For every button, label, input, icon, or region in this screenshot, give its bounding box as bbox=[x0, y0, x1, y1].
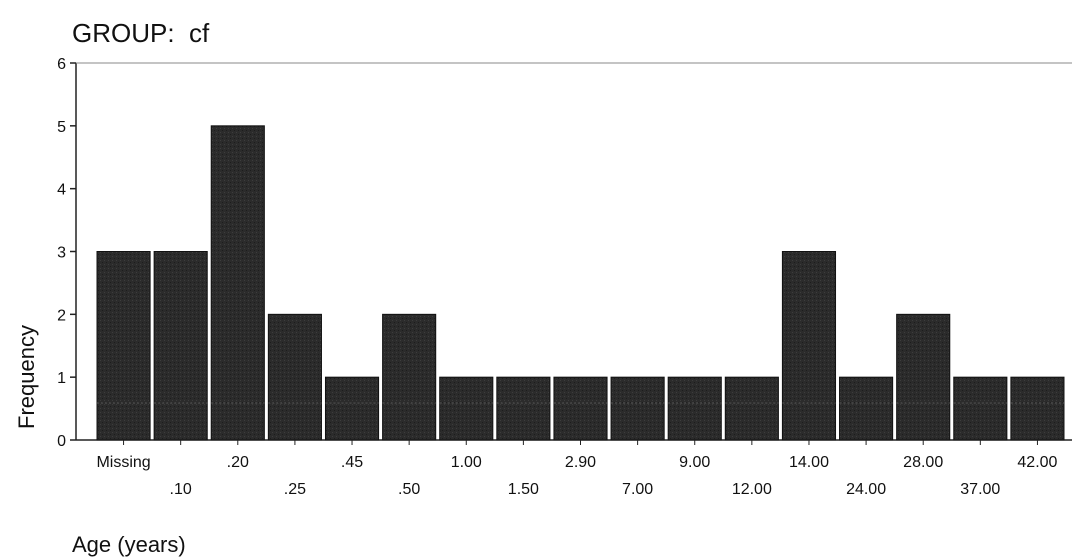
x-axis-label: Age (years) bbox=[72, 532, 186, 557]
y-tick-label: 4 bbox=[57, 182, 66, 199]
y-ticks: 0 1 2 3 4 5 6 bbox=[57, 56, 76, 450]
x-tick-label: 7.00 bbox=[622, 481, 653, 498]
bar bbox=[953, 376, 1008, 441]
bar bbox=[439, 376, 494, 441]
y-axis-label: Frequency bbox=[14, 325, 39, 429]
y-tick-label: 1 bbox=[57, 370, 66, 387]
x-tick-label: .10 bbox=[170, 481, 192, 498]
y-tick-label: 2 bbox=[57, 307, 66, 324]
bar bbox=[667, 376, 722, 441]
chart-title: GROUP: cf bbox=[72, 18, 210, 48]
x-tick-label: 1.00 bbox=[451, 454, 482, 471]
x-tick-label: 24.00 bbox=[846, 481, 886, 498]
bar bbox=[324, 376, 380, 441]
x-tick-label: 1.50 bbox=[508, 481, 539, 498]
y-tick-label: 6 bbox=[57, 56, 66, 73]
bar bbox=[724, 376, 779, 441]
x-tick-label: 12.00 bbox=[732, 481, 772, 498]
bar bbox=[839, 376, 894, 441]
bar bbox=[267, 313, 322, 441]
x-tick-label: 42.00 bbox=[1017, 454, 1057, 471]
x-tick-label: 14.00 bbox=[789, 454, 829, 471]
bar bbox=[382, 313, 437, 441]
x-tick-label: Missing bbox=[96, 454, 150, 471]
x-tick-label: 2.90 bbox=[565, 454, 596, 471]
x-tick-label: .25 bbox=[284, 481, 306, 498]
bars bbox=[96, 125, 1065, 441]
bar bbox=[1010, 376, 1065, 441]
y-tick-label: 0 bbox=[57, 433, 66, 450]
bar bbox=[210, 125, 265, 441]
x-ticks: Missing .10 .20 .25 .45 .50 1.00 1.50 2.90 7.00 9.… bbox=[96, 440, 1058, 498]
bar bbox=[781, 251, 837, 441]
bar bbox=[896, 313, 951, 441]
x-tick-label: 9.00 bbox=[679, 454, 710, 471]
y-tick-label: 3 bbox=[57, 245, 66, 262]
y-tick-label: 5 bbox=[57, 119, 66, 136]
bar bbox=[553, 376, 608, 441]
bar bbox=[96, 251, 151, 441]
x-tick-label: 28.00 bbox=[903, 454, 943, 471]
bar bbox=[610, 376, 665, 441]
x-tick-label: 37.00 bbox=[960, 481, 1000, 498]
bar bbox=[496, 376, 551, 441]
x-tick-label: .50 bbox=[398, 481, 420, 498]
x-tick-label: .45 bbox=[341, 454, 363, 471]
x-tick-label: .20 bbox=[227, 454, 249, 471]
bar bbox=[153, 251, 208, 441]
